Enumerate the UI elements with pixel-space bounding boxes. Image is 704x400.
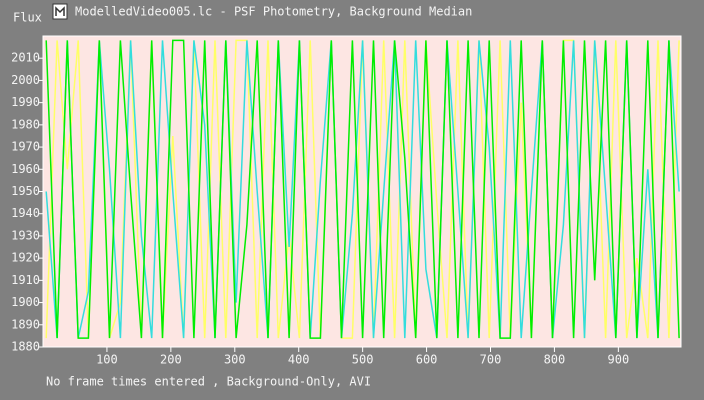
x-tick-label: 700 bbox=[480, 353, 502, 367]
x-tick-label: 800 bbox=[544, 353, 566, 367]
y-tick-label: 1960 bbox=[11, 162, 40, 176]
y-tick-label: 1910 bbox=[11, 273, 40, 287]
y-tick-label: 1920 bbox=[11, 251, 40, 265]
y-axis-label: Flux bbox=[13, 11, 42, 25]
x-tick-label: 300 bbox=[224, 353, 246, 367]
x-tick-label: 900 bbox=[608, 353, 630, 367]
x-tick-label: 500 bbox=[352, 353, 374, 367]
y-tick-label: 1970 bbox=[11, 140, 40, 154]
series-line bbox=[45, 40, 680, 339]
series-line bbox=[45, 39, 680, 339]
y-tick-label: 1930 bbox=[11, 228, 40, 242]
y-tick-label: 1980 bbox=[11, 117, 40, 131]
y-tick-label: 1900 bbox=[11, 295, 40, 309]
x-tick-label: 400 bbox=[288, 353, 310, 367]
y-tick-label: 1990 bbox=[11, 95, 40, 109]
y-tick-label: 1890 bbox=[11, 317, 40, 331]
y-tick-label: 2010 bbox=[11, 51, 40, 65]
app-icon bbox=[52, 3, 68, 20]
x-tick-label: 100 bbox=[96, 353, 118, 367]
y-tick-label: 2000 bbox=[11, 73, 40, 87]
caption: No frame times entered , Background-Only… bbox=[46, 375, 371, 389]
x-tick-label: 200 bbox=[160, 353, 182, 367]
y-tick-label: 1950 bbox=[11, 184, 40, 198]
x-tick-label: 600 bbox=[416, 353, 438, 367]
y-tick-label: 1880 bbox=[11, 340, 40, 354]
y-tick-label: 1940 bbox=[11, 206, 40, 220]
chart-title: ModelledVideo005.lc - PSF Photometry, Ba… bbox=[75, 5, 472, 19]
